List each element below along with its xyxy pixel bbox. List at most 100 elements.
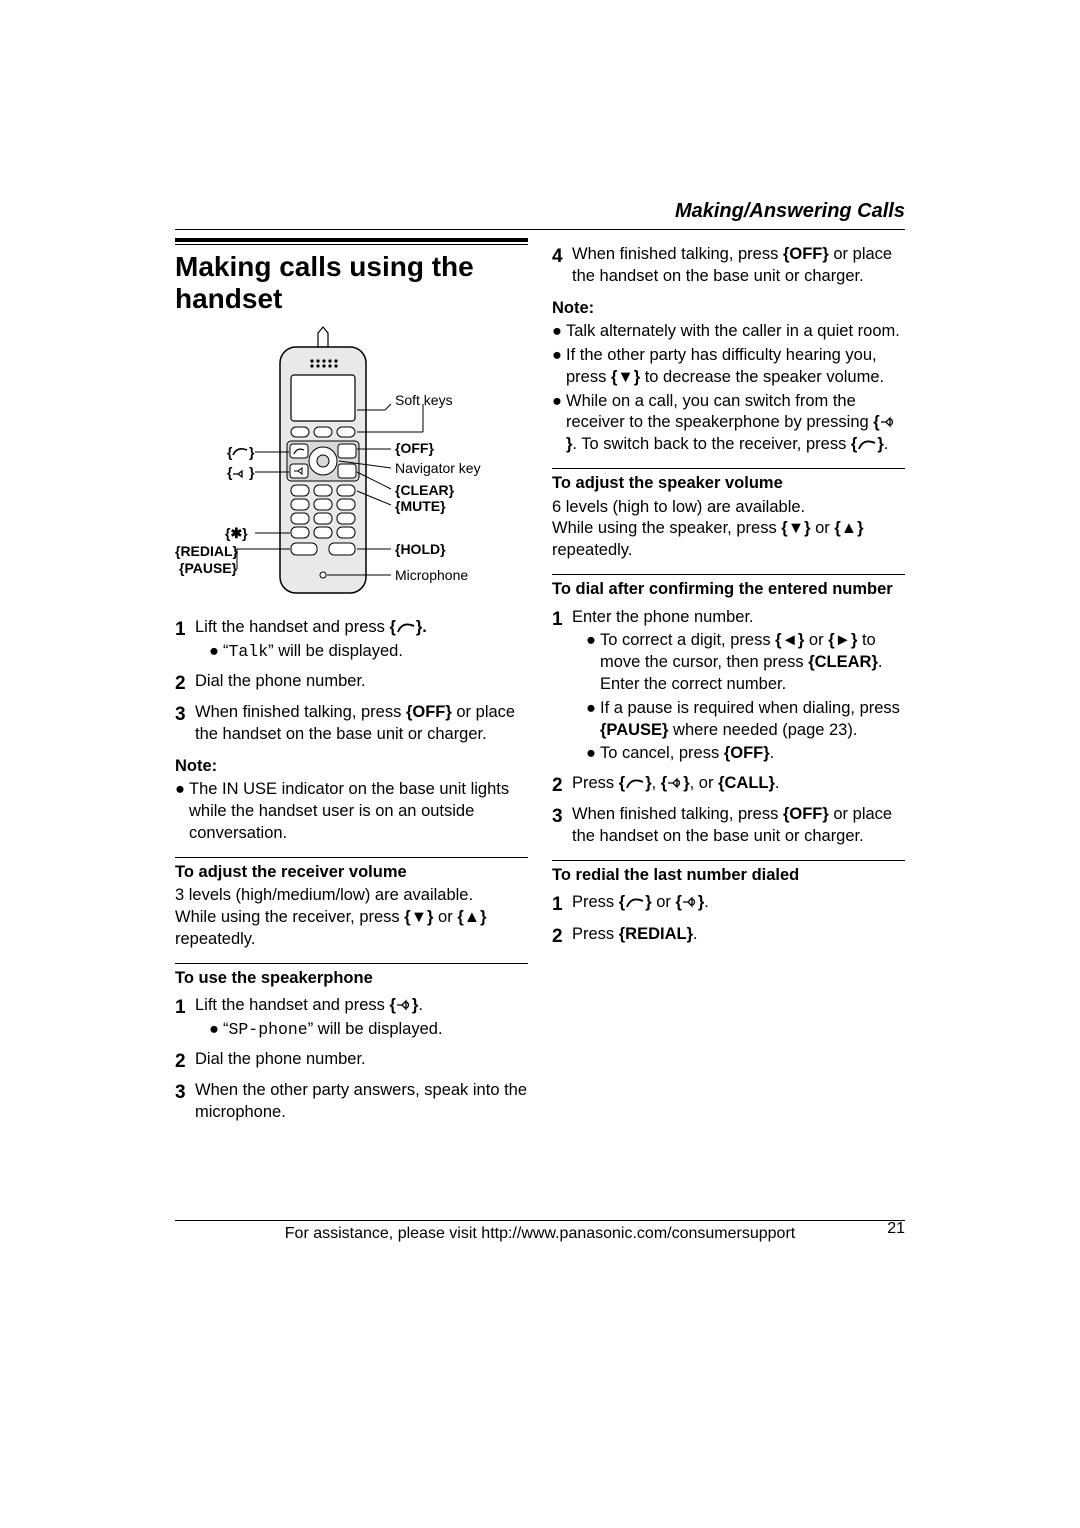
bullet-text: “SP-phone” will be displayed. — [223, 1019, 528, 1041]
step-body: Press {} or {}. — [572, 892, 905, 917]
bullet-dot: ● — [586, 698, 600, 742]
bullet-text: If the other party has difficulty hearin… — [566, 345, 905, 389]
down-icon: ▼ — [411, 908, 427, 926]
sp-step-2: 2 Dial the phone number. — [175, 1049, 528, 1074]
note-heading: Note: — [552, 298, 905, 320]
bullet-dot: ● — [209, 1019, 223, 1041]
paragraph: 3 levels (high/medium/low) are available… — [175, 885, 528, 907]
bullet-dot: ● — [209, 641, 223, 663]
top-rule — [175, 229, 905, 230]
bullet-text: “Talk” will be displayed. — [223, 641, 528, 663]
section-header: Making/Answering Calls — [175, 200, 905, 223]
title-rule — [175, 238, 528, 245]
svg-text:{MUTE}: {MUTE} — [395, 498, 446, 514]
step-body: When finished talking, press {OFF} or pl… — [572, 244, 905, 288]
r-step-1: 1 Press {} or {}. — [552, 892, 905, 917]
svg-text:{REDIAL}: {REDIAL} — [175, 543, 239, 559]
right-icon: ► — [835, 631, 851, 649]
step-number: 2 — [552, 773, 572, 798]
step-body: When finished talking, press {OFF} or pl… — [195, 702, 528, 746]
step-body: Press {REDIAL}. — [572, 924, 905, 949]
handset-diagram: { } { } {✱} {REDIAL} {PAUSE} — [175, 325, 515, 605]
sp-step-3: 3 When the other party answers, speak in… — [175, 1080, 528, 1124]
sub-bullet: ● If a pause is required when dialing, p… — [586, 698, 905, 742]
up-icon: ▲ — [464, 908, 480, 926]
step-body: When the other party answers, speak into… — [195, 1080, 528, 1124]
d-step-1: 1 Enter the phone number. ● To correct a… — [552, 607, 905, 767]
step-body: Dial the phone number. — [195, 671, 528, 696]
speaker-icon — [880, 416, 896, 428]
svg-text:{✱}: {✱} — [225, 525, 248, 541]
svg-text:{OFF}: {OFF} — [395, 440, 434, 456]
svg-text:{HOLD}: {HOLD} — [395, 541, 446, 557]
step-number: 2 — [175, 1049, 195, 1074]
bullet-text: To cancel, press {OFF}. — [600, 743, 905, 765]
up-icon: ▲ — [841, 519, 857, 537]
step-body: When finished talking, press {OFF} or pl… — [572, 804, 905, 848]
step-number: 4 — [552, 244, 572, 288]
page-title: Making calls using the handset — [175, 251, 528, 315]
step-number: 1 — [175, 995, 195, 1043]
off-key: {OFF} — [783, 805, 829, 823]
note-bullet: ● Talk alternately with the caller in a … — [552, 321, 905, 343]
step-number: 1 — [552, 892, 572, 917]
bullet-dot: ● — [552, 391, 566, 456]
step-number: 3 — [552, 804, 572, 848]
d-step-3: 3 When finished talking, press {OFF} or … — [552, 804, 905, 848]
footer-text: For assistance, please visit http://www.… — [285, 1225, 795, 1242]
off-key: {OFF} — [724, 744, 770, 762]
mono-text: SP-phone — [229, 1020, 308, 1039]
pause-key: {PAUSE} — [600, 721, 668, 739]
dial-confirm-heading: To dial after confirming the entered num… — [552, 579, 905, 601]
speakerphone-heading: To use the speakerphone — [175, 968, 528, 990]
speaker-icon — [396, 999, 412, 1011]
step-body: Lift the handset and press {}. ● “Talk” … — [195, 617, 528, 665]
talk-icon — [625, 776, 645, 790]
step-body: Press {}, {}, or {CALL}. — [572, 773, 905, 798]
svg-text:Soft keys: Soft keys — [395, 392, 453, 408]
divider — [552, 860, 905, 861]
bullet-text: Talk alternately with the caller in a qu… — [566, 321, 905, 343]
manual-page: Making/Answering Calls Making calls usin… — [0, 0, 1080, 1528]
bullet-dot: ● — [552, 321, 566, 343]
left-column: Making calls using the handset — [175, 238, 528, 1130]
step-4: 4 When finished talking, press {OFF} or … — [552, 244, 905, 288]
paragraph: While using the speaker, press {▼} or {▲… — [552, 518, 905, 562]
off-key: {OFF} — [783, 245, 829, 263]
paragraph: 6 levels (high to low) are available. — [552, 497, 905, 519]
step-body: Dial the phone number. — [195, 1049, 528, 1074]
mono-text: Talk — [229, 642, 269, 661]
step-number: 3 — [175, 702, 195, 746]
svg-text:{: { — [227, 444, 233, 460]
redial-heading: To redial the last number dialed — [552, 865, 905, 887]
svg-text:{: { — [227, 464, 233, 480]
svg-text:{CLEAR}: {CLEAR} — [395, 482, 455, 498]
divider — [552, 468, 905, 469]
footer-rule — [175, 1220, 905, 1221]
divider — [175, 857, 528, 858]
talk-icon — [625, 895, 645, 909]
receiver-volume-heading: To adjust the receiver volume — [175, 862, 528, 884]
sub-bullet: ● To cancel, press {OFF}. — [586, 743, 905, 765]
note-bullet: ● If the other party has difficulty hear… — [552, 345, 905, 389]
sub-bullet: ● “Talk” will be displayed. — [209, 641, 528, 663]
speaker-icon — [667, 777, 683, 789]
r-step-2: 2 Press {REDIAL}. — [552, 924, 905, 949]
step-body: Enter the phone number. ● To correct a d… — [572, 607, 905, 767]
step-number: 1 — [175, 617, 195, 665]
talk-icon — [857, 437, 877, 451]
bullet-dot: ● — [175, 779, 189, 844]
step-3: 3 When finished talking, press {OFF} or … — [175, 702, 528, 746]
d-step-2: 2 Press {}, {}, or {CALL}. — [552, 773, 905, 798]
key-bracket: }. — [416, 618, 427, 636]
step-1: 1 Lift the handset and press {}. ● “Talk… — [175, 617, 528, 665]
bullet-dot: ● — [552, 345, 566, 389]
page-footer: For assistance, please visit http://www.… — [175, 1220, 905, 1243]
step-number: 2 — [552, 924, 572, 949]
sp-step-1: 1 Lift the handset and press {}. ● “SP-p… — [175, 995, 528, 1043]
svg-text:Navigator key: Navigator key — [395, 460, 481, 476]
divider — [552, 574, 905, 575]
step-number: 1 — [552, 607, 572, 767]
bullet-text: The IN USE indicator on the base unit li… — [189, 779, 528, 844]
bullet-dot: ● — [586, 630, 600, 695]
